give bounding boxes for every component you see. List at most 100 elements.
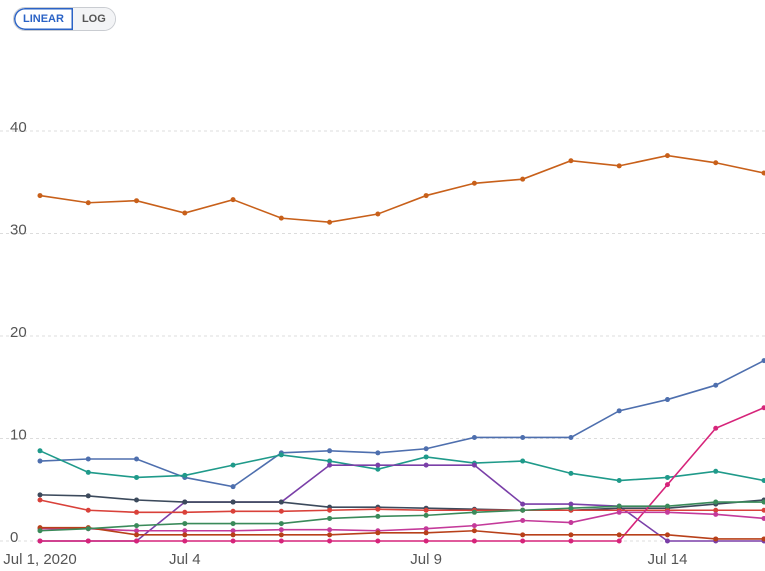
series-line [40, 407, 765, 542]
data-point [664, 509, 670, 515]
data-point [761, 170, 765, 176]
data-point [664, 153, 670, 159]
data-point [713, 511, 719, 517]
data-point [278, 532, 284, 538]
data-point [471, 538, 477, 544]
data-point [134, 528, 140, 534]
data-point [713, 468, 719, 474]
data-point [230, 521, 236, 527]
data-point [713, 382, 719, 388]
y-tick-label: 10 [10, 426, 27, 443]
data-point [761, 536, 765, 542]
x-tick-label: Jul 9 [410, 551, 442, 568]
y-tick-label: 20 [10, 324, 27, 341]
data-point [616, 478, 622, 484]
y-tick-label: 30 [10, 221, 27, 238]
data-point [327, 515, 333, 521]
data-point [664, 474, 670, 480]
data-point [182, 528, 188, 534]
data-point [664, 482, 670, 488]
data-point [37, 492, 43, 498]
data-point [37, 538, 43, 544]
data-point [278, 527, 284, 533]
data-point [568, 501, 574, 507]
data-point [568, 505, 574, 511]
data-point [85, 507, 91, 513]
data-point [327, 538, 333, 544]
series-line [39, 499, 764, 514]
data-point [85, 493, 91, 499]
data-point [134, 497, 140, 503]
data-point [520, 176, 526, 182]
data-point [375, 530, 381, 536]
data-point [134, 456, 140, 462]
data-point [278, 499, 284, 505]
data-point [616, 538, 622, 544]
data-point [230, 528, 236, 534]
data-point [713, 160, 719, 166]
data-point [520, 507, 526, 513]
data-point [664, 503, 670, 509]
data-point [713, 536, 719, 542]
data-point [134, 509, 140, 515]
data-point [85, 538, 91, 544]
data-point [761, 499, 765, 505]
data-point [471, 528, 477, 534]
data-point [471, 523, 477, 529]
data-point [616, 503, 622, 509]
data-point [761, 358, 765, 364]
data-point [182, 532, 188, 538]
data-point [761, 507, 765, 513]
data-point [230, 462, 236, 468]
data-point [423, 446, 429, 452]
data-point [134, 538, 140, 544]
scale-option[interactable]: LINEAR [14, 8, 73, 30]
data-point [423, 462, 429, 468]
series-line [39, 359, 765, 488]
data-point [375, 513, 381, 519]
data-point [423, 193, 429, 199]
data-point [520, 518, 526, 523]
data-point [520, 532, 526, 538]
data-point [713, 499, 719, 505]
data-point [423, 507, 429, 513]
data-point [327, 448, 333, 454]
data-point [520, 434, 526, 440]
data-point [664, 538, 670, 544]
data-point [375, 450, 381, 456]
data-point [182, 538, 188, 544]
data-point [230, 508, 236, 514]
data-point [182, 499, 188, 505]
data-point [616, 532, 622, 538]
data-point [134, 532, 140, 538]
data-point [85, 200, 91, 206]
data-point [664, 397, 670, 403]
data-point [375, 211, 381, 217]
data-point [423, 526, 429, 532]
data-point [616, 408, 622, 414]
data-point [471, 180, 477, 186]
data-point [520, 458, 526, 464]
data-point [182, 472, 188, 478]
data-point [230, 532, 236, 538]
data-point [37, 448, 43, 454]
data-point [134, 474, 140, 480]
y-tick-label: 0 [10, 529, 18, 546]
data-point [616, 163, 622, 169]
data-point [423, 530, 429, 536]
data-point [423, 512, 429, 518]
data-point [278, 452, 284, 458]
data-point [568, 532, 574, 538]
scale-option[interactable]: LOG [72, 8, 115, 30]
data-point [37, 458, 43, 464]
data-point [278, 508, 284, 514]
data-point [134, 523, 140, 529]
data-point [85, 469, 91, 475]
x-tick-label: Jul 1, 2020 [3, 551, 76, 568]
data-point [134, 198, 140, 204]
data-point [327, 527, 333, 533]
data-point [230, 197, 236, 203]
data-point [713, 507, 719, 513]
